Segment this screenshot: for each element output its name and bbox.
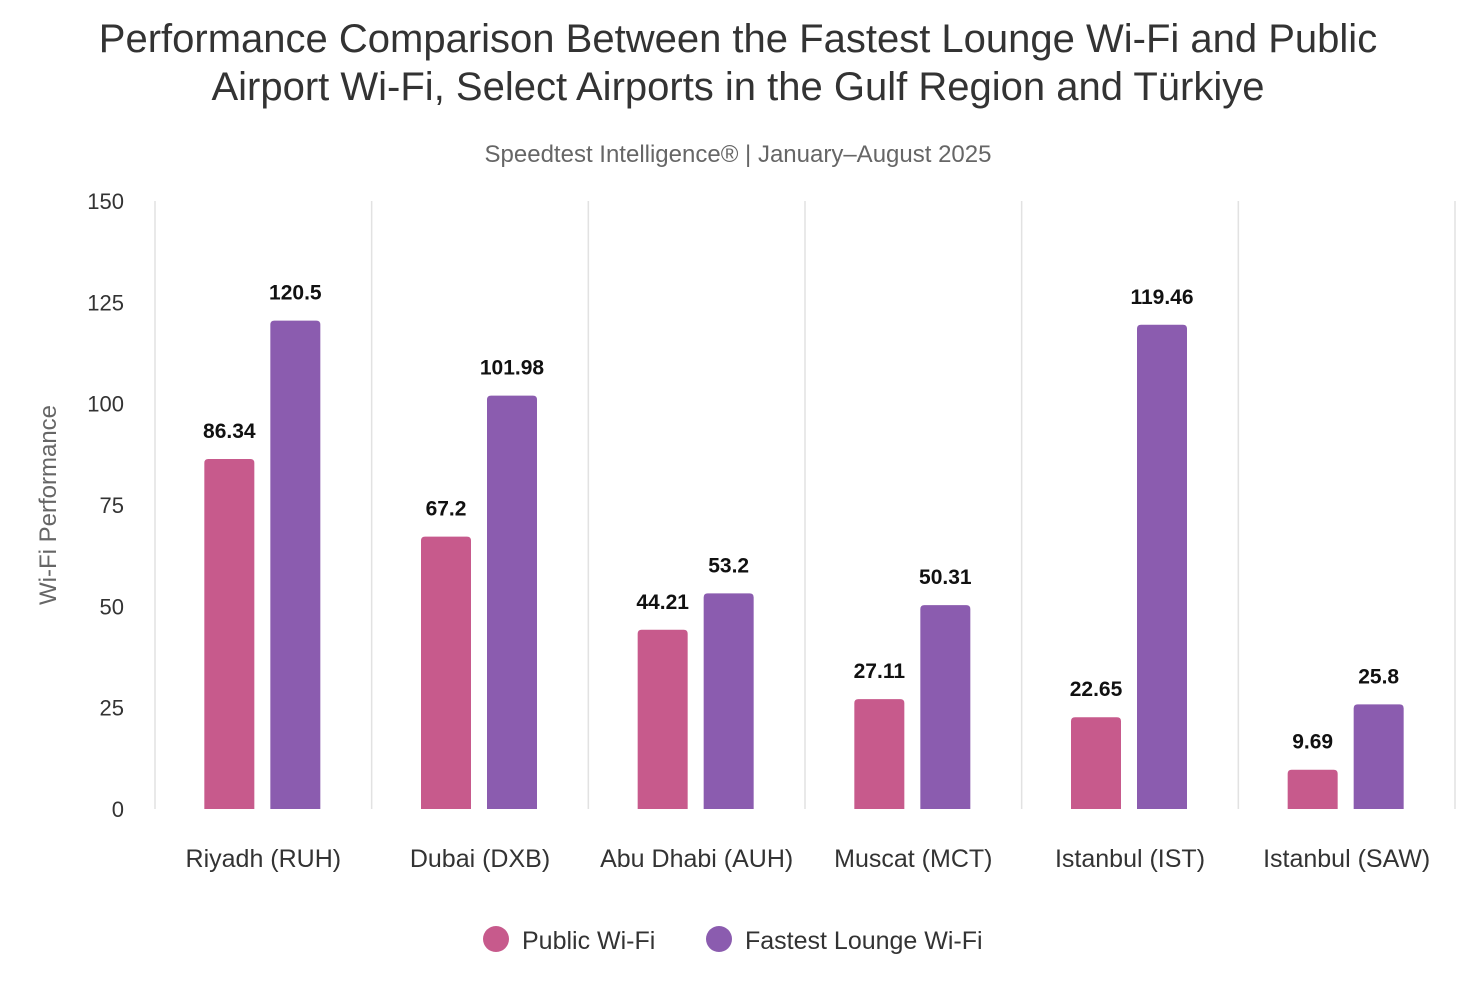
y-tick-label: 50 [100,594,124,619]
chart-subtitle: Speedtest Intelligence® | January–August… [485,141,992,168]
data-label: 22.65 [1070,678,1123,701]
bar-public-3 [854,699,905,809]
bar-lounge-4 [1137,324,1187,809]
bar-lounge-1 [487,395,537,809]
bar-public-4 [1071,717,1121,809]
data-label: 53.2 [708,554,749,577]
bar-public-5 [1287,769,1338,809]
y-tick-label: 150 [87,189,124,214]
chart-title-line-2: Airport Wi-Fi, Select Airports in the Gu… [211,65,1264,109]
bar-lounge-3 [920,605,971,809]
y-tick-label: 75 [100,493,124,518]
legend-label: Public Wi-Fi [522,927,655,955]
x-tick-label: Abu Dhabi (AUH) [600,845,793,873]
y-axis-label: Wi-Fi Performance [35,405,62,605]
legend-item-public[interactable]: Public Wi-Fi [483,926,655,955]
chart-title-line-1: Performance Comparison Between the Faste… [99,17,1377,61]
y-tick-label: 0 [112,797,124,822]
data-label: 67.2 [426,498,467,521]
y-tick-label: 125 [87,290,124,315]
data-label: 86.34 [203,420,256,443]
data-label: 9.69 [1292,731,1333,754]
x-tick-label: Istanbul (SAW) [1263,845,1430,873]
data-label: 27.11 [854,660,906,683]
x-tick-label: Istanbul (IST) [1055,845,1205,873]
data-label: 101.98 [480,357,545,380]
bar-lounge-5 [1353,704,1404,809]
legend-item-lounge[interactable]: Fastest Lounge Wi-Fi [706,926,983,955]
x-tick-label: Riyadh (RUH) [186,845,342,873]
data-label: 44.21 [636,591,689,614]
legend-label: Fastest Lounge Wi-Fi [745,927,983,955]
x-tick-label: Muscat (MCT) [834,845,992,873]
data-label: 50.31 [919,566,972,589]
x-tick-label: Dubai (DXB) [410,845,550,873]
bar-lounge-2 [703,593,754,809]
legend-swatch [706,926,732,952]
y-tick-label: 100 [87,392,124,417]
data-label: 120.5 [269,282,322,305]
data-label: 119.46 [1130,286,1193,309]
bar-public-1 [421,536,471,809]
bar-public-0 [204,459,255,809]
legend-swatch [483,926,509,952]
bar-lounge-0 [270,320,321,809]
data-label: 25.8 [1358,665,1399,688]
y-tick-label: 25 [100,696,124,721]
bar-public-2 [637,629,688,809]
